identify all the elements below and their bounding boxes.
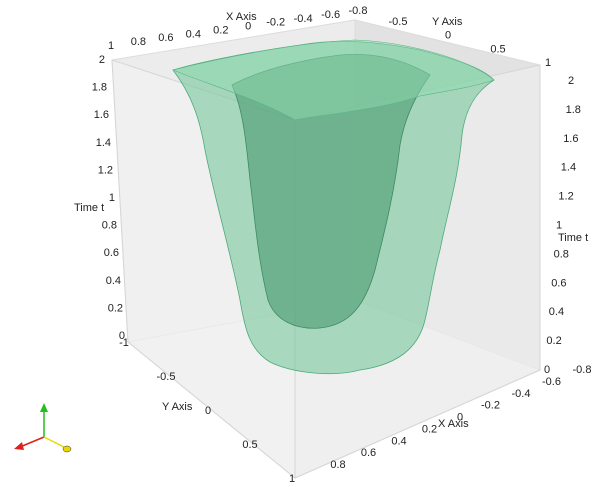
orientation-y-arrow-icon: [62, 445, 72, 453]
y-ticks-bottom: -1 -0.5 0 0.5 1: [119, 337, 295, 485]
t-ticks-left-label: 0.4: [106, 275, 121, 287]
t-ticks-right: 2 1.8 1.6 1.4 1.2 1 0.8 0.6 0.4 0.2 0: [544, 75, 581, 376]
t-ticks-right-label: 0.6: [551, 277, 566, 289]
t-ticks-left-label: 0.8: [102, 220, 117, 232]
t-ticks-left-label: 1.6: [94, 109, 109, 121]
x-ticks-top-label: -0.2: [266, 17, 285, 29]
y-ticks-top-label: 0.5: [490, 43, 505, 55]
x-ticks-bottom-label: 0.8: [330, 459, 345, 471]
x-ticks-bottom-label: 0.4: [391, 435, 406, 447]
x-ticks-top-label: 0.6: [158, 32, 173, 44]
y-ticks-bottom-label: -0.5: [157, 371, 176, 383]
x-ticks-bottom: 0.8 0.6 0.4 0.2 0 -0.2 -0.4 -0.6 -0.8: [330, 364, 591, 471]
x-axis-title-bottom: X Axis: [438, 418, 469, 430]
t-ticks-right-label: 0: [544, 364, 550, 376]
x-ticks-bottom-label: 0.2: [422, 423, 437, 435]
orientation-axes-widget: [14, 403, 72, 453]
axis-titles: X Axis Y Axis Time t Time t Y Axis X Axi…: [74, 11, 588, 430]
t-ticks-right-label: 1.4: [561, 162, 576, 174]
y-ticks-top-label: 0: [445, 30, 451, 42]
t-axis-title-right: Time t: [558, 232, 588, 244]
y-ticks-top-label: 1: [545, 57, 551, 69]
top-rim: [172, 39, 495, 121]
x-axis-title-top: X Axis: [226, 11, 257, 23]
t-ticks-right-label: 1: [556, 220, 562, 232]
y-axis-title-top: Y Axis: [432, 16, 463, 28]
x-ticks-top-label: 1: [108, 40, 114, 52]
t-ticks-right-label: 1.2: [558, 191, 573, 203]
x-ticks-top-label: 0: [245, 21, 251, 33]
t-axis-title-left: Time t: [74, 202, 104, 214]
t-ticks-left-label: 0.6: [104, 247, 119, 259]
x-ticks-top-label: -0.6: [321, 9, 340, 21]
orientation-z-arrow-icon: [40, 403, 48, 412]
t-ticks-left-label: 1.2: [98, 164, 113, 176]
t-ticks-left-label: 2: [99, 54, 105, 66]
orientation-x-arrow-icon: [14, 442, 24, 450]
t-ticks-left-label: 1.4: [96, 137, 111, 149]
y-ticks-top-label: -0.5: [389, 16, 408, 28]
orientation-y-axis: [43, 436, 65, 448]
x-ticks-top: 1 0.8 0.6 0.4 0.2 0 -0.2 -0.4 -0.6 -0.8: [108, 5, 368, 52]
t-ticks-right-label: 0.4: [549, 306, 564, 318]
y-ticks-bottom-label: -1: [119, 337, 129, 349]
x-ticks-bottom-label: -0.2: [481, 400, 500, 412]
y-ticks-bottom-label: 0: [205, 405, 211, 417]
x-ticks-top-label: 0.2: [213, 24, 228, 36]
t-ticks-right-label: 0.2: [546, 335, 561, 347]
y-ticks-top: -0.5 0 0.5 1: [389, 16, 552, 69]
x-ticks-top-label: -0.4: [294, 13, 313, 25]
t-ticks-left-label: 1.8: [92, 82, 107, 94]
x-ticks-top-label: -0.8: [349, 5, 368, 17]
x-ticks-bottom-label: 0.6: [361, 447, 376, 459]
x-ticks-bottom-label: -0.6: [542, 376, 561, 388]
x-ticks-bottom-label: -0.8: [573, 364, 592, 376]
t-ticks-right-label: 0.8: [554, 248, 569, 260]
x-ticks-bottom-label: 0: [457, 412, 463, 424]
t-ticks-left-label: 0: [119, 330, 125, 342]
t-ticks-left-label: 1: [109, 192, 115, 204]
x-ticks-top-label: 0.4: [186, 28, 201, 40]
orientation-x-axis: [19, 436, 45, 448]
isosurface: [172, 39, 495, 375]
y-ticks-bottom-label: 1: [289, 473, 295, 485]
t-ticks-left-label: 0.2: [108, 302, 123, 314]
x-ticks-bottom-label: -0.4: [512, 388, 531, 400]
y-ticks-bottom-label: 0.5: [242, 439, 257, 451]
y-axis-title-bottom: Y Axis: [162, 401, 193, 413]
t-ticks-right-label: 2: [568, 75, 574, 87]
t-ticks-left: 2 1.8 1.6 1.4 1.2 1 0.8 0.6 0.4 0.2 0: [92, 54, 125, 342]
t-ticks-right-label: 1.8: [566, 104, 581, 116]
t-ticks-right-label: 1.6: [563, 133, 578, 145]
x-ticks-top-label: 0.8: [131, 36, 146, 48]
